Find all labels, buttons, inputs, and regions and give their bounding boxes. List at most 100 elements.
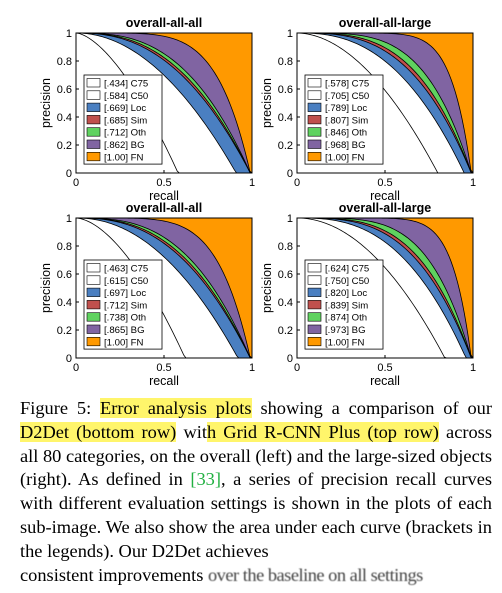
legend-entry: [1.00] FN [325,337,365,348]
caption-highlight-d2det: D2Det (bottom row) [20,421,177,442]
y-tick-label: 1 [287,213,293,225]
legend-entry: [.865] BG [104,325,145,336]
legend-entry: [.615] C50 [104,276,148,287]
curve--624-c75 [296,217,473,359]
legend-entry: [.434] C75 [104,79,148,90]
y-tick-label: 0.6 [278,84,293,96]
legend-entry: [.578] C75 [325,79,369,90]
legend-entry: [.807] Sim [325,115,368,126]
legend-entry: [1.00] FN [104,337,144,348]
legend-entry: [.862] BG [104,140,145,151]
caption-last-line: consistent improvements over the baselin… [20,564,492,588]
caption-label: Figure 5: [20,398,92,418]
x-axis-label: recall [370,189,400,203]
y-tick-label: 0 [287,168,293,180]
legend-swatch [86,336,101,347]
legend-entry: [.874] Oth [325,313,367,324]
legend-swatch [86,90,101,100]
caption-text-5: consistent improvements [20,564,204,585]
legend-swatch [307,275,322,285]
curve--750-c50 [297,217,473,359]
y-tick-label: 0.8 [57,56,72,68]
curve--615-c50 [75,217,252,359]
x-tick-label: 0.5 [377,362,392,374]
y-tick-label: 0 [66,168,72,180]
legend-swatch [86,152,101,162]
legend-entry: [.712] Oth [104,128,146,139]
legend-swatch [86,324,101,334]
y-axis-label: precision [260,78,274,128]
legend-swatch [307,115,322,125]
caption-ref-open: [ [190,469,197,490]
chart-panel-0: 0 0.2 0.4 0.6 0.8 1 0 0.5 1 overall-all-all recall… [39,16,255,203]
x-tick-label: 1 [249,177,255,189]
x-tick-label: 0 [294,177,300,189]
legend-entry: [1.00] FN [104,152,144,163]
legend-swatch [307,127,322,137]
legend-swatch [307,263,322,273]
x-tick-label: 0.5 [377,177,392,189]
chart-title: overall-all-large [339,201,431,215]
legend-entry: [.846] Oth [325,128,367,139]
caption-highlight-error-analysis: Error analysis plots [100,398,252,418]
caption-ref-close: ] [214,469,221,490]
chart-panel-2: 0 0.2 0.4 0.6 0.8 1 0 0.5 1 overall-all-all recall… [39,201,255,388]
legend-entry: [1.00] FN [325,152,365,163]
curve--712-oth [76,32,253,174]
y-tick-label: 0 [287,353,293,365]
curve--738-oth [76,217,253,359]
chart-title: overall-all-all [126,201,202,215]
legend-swatch [307,152,322,162]
x-axis-label: recall [370,374,400,388]
legend-entry: [.738] Oth [104,313,146,324]
y-tick-label: 0.4 [57,297,72,309]
legend-swatch [86,102,101,112]
caption-text-1: showing a comparison of our [260,398,492,418]
legend-entry: [.750] C50 [325,276,369,287]
legend-entry: [.584] C50 [104,91,148,102]
legend-swatch [86,139,101,149]
caption-citation-link[interactable]: 33 [196,469,215,490]
chart-title: overall-all-all [126,16,202,30]
legend-entry: [.463] C75 [104,264,148,275]
legend-entry: [.669] Loc [104,103,146,114]
legend-entry: [.624] C75 [325,264,369,275]
curve--685-sim [76,32,253,174]
legend-entry: [.697] Loc [104,288,146,299]
x-tick-label: 0.5 [156,362,171,374]
y-tick-label: 1 [66,213,72,225]
x-tick-label: 0 [294,362,300,374]
y-tick-label: 0.8 [278,241,293,253]
figure-caption: Figure 5: Error analysis plots showing a… [20,397,492,588]
caption-text-4: , a series of precision recall curves wi… [20,469,493,561]
x-tick-label: 1 [470,362,476,374]
error-analysis-plots: 0 0.2 0.4 0.6 0.8 1 0 0.5 1 overall-all-all recall… [39,16,476,388]
legend-entry: [.973] BG [325,325,366,336]
y-tick-label: 1 [287,28,293,40]
y-tick-label: 0 [66,353,72,365]
chart-panel-3: 0 0.2 0.4 0.6 0.8 1 0 0.5 1 overall-all-large reca… [260,201,476,388]
legend-entry: [.789] Loc [325,103,367,114]
y-tick-label: 0.6 [57,84,72,96]
chart-panel-1: 0 0.2 0.4 0.6 0.8 1 0 0.5 1 overall-all-large reca… [260,16,476,203]
y-axis-label: precision [260,263,274,313]
y-tick-label: 1 [66,28,72,40]
caption-text-5-blurred: over the baseline on all settings [207,564,423,585]
y-tick-label: 0.2 [57,140,72,152]
x-axis-label: recall [149,374,179,388]
y-tick-label: 0.4 [57,112,72,124]
y-tick-label: 0.2 [57,325,72,337]
legend-swatch [307,336,322,347]
legend-swatch [86,300,101,310]
x-tick-label: 1 [470,177,476,189]
legend-swatch [86,287,101,297]
x-tick-label: 0 [73,362,79,374]
legend-swatch [86,115,101,125]
legend-entry: [.685] Sim [104,115,147,126]
y-tick-label: 0.6 [278,269,293,281]
x-tick-label: 0 [73,177,79,189]
x-tick-label: 0.5 [156,177,171,189]
caption-text-3: across all 80 categories, on the overall… [20,421,493,490]
legend-entry: [.705] C50 [325,91,369,102]
legend-swatch [307,139,322,149]
